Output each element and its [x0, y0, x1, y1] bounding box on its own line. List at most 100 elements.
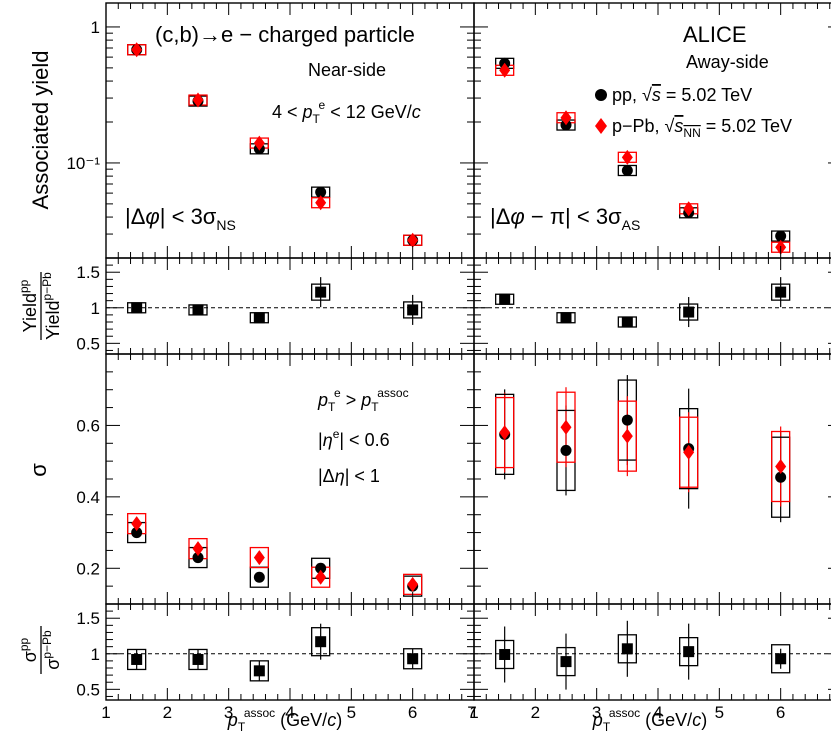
- x-tick-label: 1: [101, 703, 110, 722]
- sigma-ratio-sys-box: [127, 648, 147, 671]
- axis-ticks: 110⁻¹0.511.50.20.40.60.511.51 2 3 4 5 6 71 2 3 4 5…: [66, 3, 831, 722]
- y-label-sigma: σ: [26, 463, 51, 477]
- x-tick-label: 5: [715, 703, 724, 722]
- sigma-ppb-point: [315, 569, 327, 585]
- sigma-ratio-sys-box: [679, 636, 699, 667]
- legend: pp, √s = 5.02 TeV p−Pb, √sNN = 5.02 TeV: [595, 85, 792, 140]
- y-tick-label: 0.2: [76, 559, 100, 578]
- x-label-right: pTassoc (GeV/c): [592, 706, 707, 734]
- yield-ratio-point: [315, 286, 327, 298]
- sigma-ratio-point: [315, 636, 327, 648]
- cut-deta: |Δη| < 1: [318, 466, 380, 486]
- legend-pp-marker: [595, 89, 607, 101]
- yield-ratio-sys-box: [679, 303, 699, 321]
- sigma-ratio-sys-box: [495, 639, 515, 670]
- yield-ppb-point: [499, 62, 511, 78]
- x-label-left: pTassoc (GeV/c): [227, 706, 342, 734]
- yield-ppb-point: [253, 135, 265, 151]
- x-tick-label: 2: [163, 703, 172, 722]
- frame-yield_ratio-away_side: [473, 257, 831, 355]
- svg-text:σpp: σpp: [17, 637, 40, 662]
- sigma-ppb-sys-box: [495, 396, 515, 469]
- yield-ratio-sys-box: [771, 283, 791, 301]
- svg-text:σp−Pb: σp−Pb: [40, 630, 63, 670]
- sigma-ratio-sys-box: [403, 648, 423, 670]
- y-tick-label: 0.5: [76, 334, 100, 353]
- cut-pt: pTe > pTassoc: [317, 386, 409, 414]
- yield-ratio-point: [192, 304, 204, 316]
- sigma-ratio-point: [192, 653, 204, 665]
- y-tick-label: 1.5: [76, 263, 100, 282]
- sigma-ppb-point: [253, 550, 265, 566]
- sigma-ppb-sys-box: [617, 400, 637, 472]
- trigger-range: 4 < pTe < 12 GeV/c: [272, 98, 421, 126]
- svg-text:Yieldpp: Yieldpp: [17, 279, 40, 332]
- x-tick-label: 2: [531, 703, 540, 722]
- yield-ppb-point: [315, 195, 327, 211]
- sigma-pp-point: [621, 414, 633, 426]
- yield-ratio-sys-box: [311, 283, 331, 301]
- frame-yield_ratio-near_side: [105, 257, 475, 355]
- yield-ppb-point: [683, 201, 695, 217]
- y-label-yield: Associated yield: [28, 51, 53, 210]
- frame-sigma_ratio-away_side: [473, 603, 831, 701]
- y-tick-label: 1: [91, 299, 100, 318]
- sigma-pp-point: [315, 562, 327, 574]
- sigma-pp-point: [192, 552, 204, 564]
- y-tick-label: 0.6: [76, 416, 100, 435]
- x-tick-label: 6: [776, 703, 785, 722]
- x-tick-label: 3: [224, 703, 233, 722]
- y-tick-label: 10⁻¹: [66, 154, 100, 173]
- x-tick-label: 1: [469, 703, 478, 722]
- y-tick-label: 0.5: [76, 680, 100, 699]
- sigma-ratio-sys-box: [311, 627, 331, 657]
- yield-ratio-point: [131, 302, 143, 314]
- legend-pp-label: pp, √s = 5.02 TeV: [612, 85, 752, 105]
- yield-pp-point: [621, 164, 633, 176]
- process-label: (c,b)→e − charged particle: [155, 22, 415, 47]
- sigma-ratio-point: [775, 653, 787, 665]
- sigma-ratio-point: [131, 653, 143, 665]
- legend-ppb-marker: [595, 118, 607, 134]
- sigma-ppb-point: [683, 444, 695, 460]
- sigma-pp-point: [560, 444, 572, 456]
- sigma-ratio-point: [621, 643, 633, 655]
- y-label-sigma-ratio: σpp σp−Pb: [17, 626, 63, 674]
- yield-ratio-point: [621, 316, 633, 328]
- yield-ratio-point: [499, 293, 511, 305]
- x-tick-label: 4: [653, 703, 662, 722]
- yield-ppb-point: [560, 110, 572, 126]
- x-tick-label: 7: [467, 703, 476, 722]
- sigma-ppb-point: [499, 425, 511, 441]
- near-side-title: Near-side: [308, 60, 386, 80]
- yield-ratio-point: [560, 312, 572, 324]
- sigma-ppb-point: [621, 428, 633, 444]
- away-side-title: Away-side: [686, 52, 769, 72]
- sigma-pp-point: [775, 471, 787, 483]
- data-marks: [127, 42, 791, 690]
- sigma-ppb-sys-box: [771, 430, 791, 503]
- sigma-ratio-point: [499, 648, 511, 660]
- legend-ppb-label: p−Pb, √sNN = 5.02 TeV: [612, 116, 792, 140]
- sigma-ppb-sys-box: [556, 391, 576, 463]
- y-label-yield-ratio: Yieldpp Yieldp−Pb: [17, 272, 63, 340]
- sigma-pp-point: [253, 571, 265, 583]
- away-side-cut: |Δφ − π| < 3σAS: [490, 204, 640, 233]
- sigma-ppb-point: [560, 419, 572, 435]
- y-tick-label: 1.5: [76, 609, 100, 628]
- yield-ratio-point: [683, 306, 695, 318]
- panel-frames: [105, 2, 831, 701]
- yield-ppb-point: [131, 42, 143, 58]
- svg-text:Yieldp−Pb: Yieldp−Pb: [40, 272, 63, 340]
- yield-ppb-point: [621, 149, 633, 165]
- near-side-cut: |Δφ| < 3σNS: [125, 204, 236, 233]
- yield-pp-point: [775, 230, 787, 242]
- sigma-ratio-sys-box: [556, 646, 576, 677]
- sigma-ratio-sys-box: [249, 660, 269, 682]
- yield-ratio-sys-box: [403, 301, 423, 319]
- sigma-ratio-sys-box: [617, 634, 637, 664]
- sigma-ratio-point: [683, 646, 695, 658]
- cut-eta: |ηe| < 0.6: [318, 427, 390, 450]
- x-tick-label: 3: [592, 703, 601, 722]
